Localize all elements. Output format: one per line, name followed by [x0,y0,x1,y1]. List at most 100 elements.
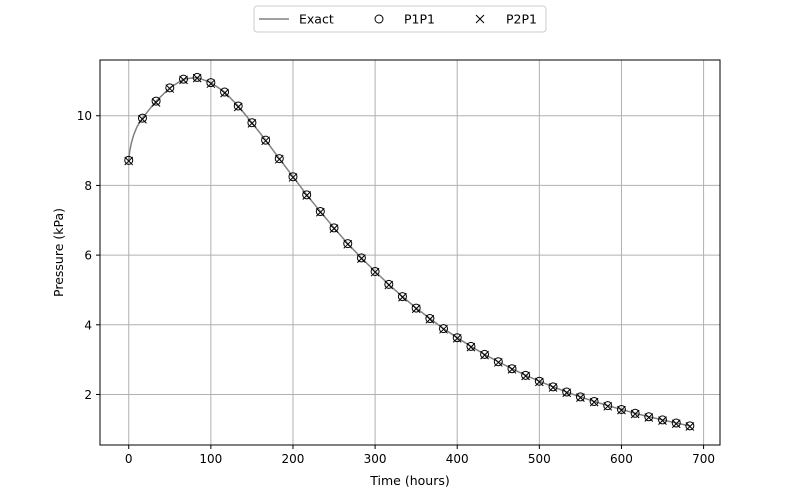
y-axis-label: Pressure (kPa) [51,208,66,297]
p1p1-point [439,324,449,334]
p1p1-point [534,376,544,386]
p1p1-point [274,154,284,164]
x-tick-label: 400 [446,452,469,466]
p2p1-point [261,136,270,146]
p2p1-point [343,239,353,249]
p2p1-point [302,191,312,200]
p2p1-point [151,98,161,107]
p1p1-point [466,341,476,351]
p2p1-point [617,405,626,415]
y-tick-label: 8 [84,179,92,193]
p2p1-point [384,280,394,290]
p2p1-point [220,88,229,98]
p2p1-point [589,397,599,407]
p1p1-point [288,172,298,182]
p2p1-point [425,314,435,324]
p1p1-point [562,387,572,397]
y-tick-label: 6 [84,249,92,263]
y-tick-label: 2 [84,388,92,402]
p1p1-point [302,190,312,200]
series-p1p1 [124,72,695,431]
legend-exact-label: Exact [299,12,334,27]
p2p1-point [658,416,667,425]
p1p1-point [384,279,394,289]
p2p1-point [439,324,448,334]
p1p1-point [411,303,421,313]
p2p1-point [644,413,654,422]
plot-series [124,72,695,431]
p1p1-point [370,266,380,276]
x-axis-label: Time (hours) [369,473,449,488]
p1p1-point [658,415,668,425]
p1p1-point [671,418,681,428]
p1p1-point [493,357,503,367]
p2p1-point [138,114,147,124]
p1p1-point [192,72,202,82]
p1p1-point [425,314,435,324]
p2p1-point [466,342,476,352]
p2p1-point [630,409,640,419]
p1p1-point [247,118,257,128]
p2p1-point [576,393,585,402]
p2p1-point [521,371,530,381]
p1p1-point [521,370,531,380]
p2p1-point [493,358,503,367]
p1p1-point [685,421,695,431]
plot-frame [99,59,721,446]
p2p1-point [206,79,216,89]
p1p1-point [603,401,613,411]
p2p1-point [398,292,407,302]
legend-p2p1-marker [475,14,485,24]
legend-p1p1-label: P1P1 [404,12,435,27]
p1p1-point [261,135,271,145]
p2p1-point [370,267,380,277]
p2p1-point [685,422,695,431]
p1p1-point [480,349,490,359]
p2p1-point [192,73,202,83]
p1p1-point [452,333,462,343]
p2p1-point [603,401,613,411]
legend-box [253,5,547,33]
p1p1-point [124,155,134,165]
p2p1-point [288,173,298,182]
p1p1-point [507,364,517,374]
p1p1-point [575,392,585,402]
p2p1-point [247,119,257,128]
p2p1-point [507,365,517,374]
x-tick-label: 100 [199,452,222,466]
p1p1-point [233,101,243,111]
grid [100,60,720,445]
p1p1-point [206,78,216,88]
p1p1-point [137,113,147,123]
p1p1-point [343,239,353,249]
p1p1-point [329,223,339,233]
p1p1-point [397,292,407,302]
y-tick-label: 10 [77,109,92,123]
p2p1-point [329,224,339,233]
p1p1-point [179,74,189,84]
p2p1-point [562,388,572,398]
p2p1-point [357,254,366,263]
legend-p1p1-marker [374,14,384,24]
legend: Exact P1P1 P2P1 [253,5,547,33]
p1p1-point [644,412,654,422]
p1p1-point [589,396,599,406]
p2p1-point [548,383,558,392]
p1p1-point [630,408,640,418]
x-tick-label: 200 [282,452,305,466]
p2p1-point [124,156,134,166]
p1p1-point [356,253,366,263]
p1p1-point [220,87,230,97]
legend-p2p1-label: P2P1 [506,12,537,27]
x-tick-label: 0 [125,452,133,466]
y-axis-ticks: 2 4 6 8 10 [77,109,100,402]
p2p1-point [534,377,544,387]
p2p1-point [411,304,421,314]
x-tick-label: 500 [528,452,551,466]
series-p2p1 [124,73,695,431]
p1p1-point [151,96,161,106]
p2p1-point [165,84,175,93]
p2p1-point [179,75,188,85]
